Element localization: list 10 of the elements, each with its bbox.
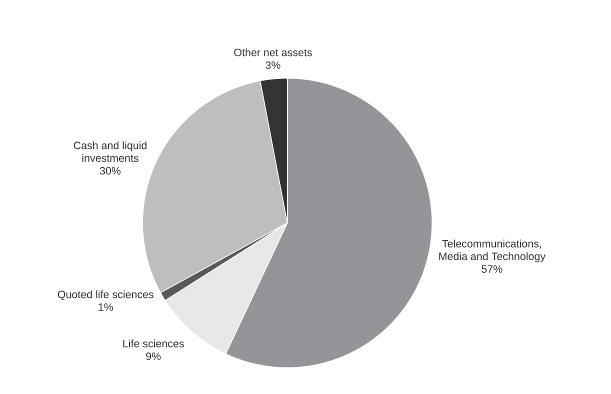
data-label: 57%: [482, 265, 502, 273]
data-label: 3%: [266, 61, 280, 69]
slice-label: Telecommunications, Media and Technology: [439, 240, 546, 262]
slice-label: Other net assets: [234, 48, 312, 56]
data-label: 1%: [98, 303, 113, 311]
slice-label: Cash and liquid investments: [74, 141, 146, 162]
slice-label: Quoted life sciences: [58, 290, 154, 300]
data-label: 9%: [146, 352, 161, 360]
data-label: 30%: [100, 166, 121, 175]
slice-label: Life sciences: [123, 339, 184, 348]
